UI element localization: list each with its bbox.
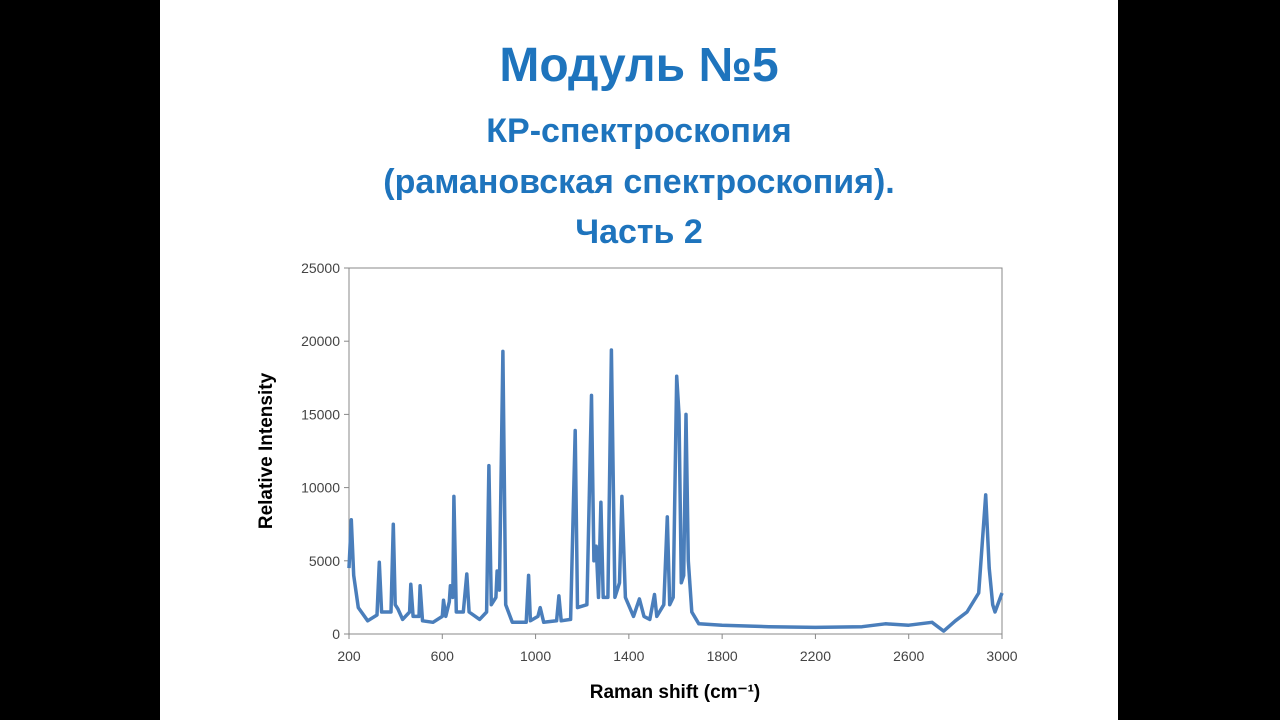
slide-subtitle: КР-спектроскопия bbox=[486, 112, 792, 150]
x-tick-label: 200 bbox=[337, 648, 361, 664]
plot-frame bbox=[348, 267, 1003, 635]
x-tick-label: 600 bbox=[431, 648, 455, 664]
slide-title: Модуль №5 bbox=[499, 39, 779, 92]
y-tick-label: 15000 bbox=[301, 406, 340, 422]
y-tick-label: 25000 bbox=[301, 260, 340, 276]
x-axis-label: Raman shift (cm⁻¹) bbox=[590, 682, 761, 703]
y-tick-label: 20000 bbox=[301, 333, 340, 349]
x-tick-label: 1800 bbox=[707, 648, 738, 664]
x-tick-label: 1400 bbox=[613, 648, 644, 664]
slide-subtitle: Часть 2 bbox=[575, 213, 703, 251]
y-tick-label: 5000 bbox=[309, 553, 340, 569]
y-tick-label: 0 bbox=[332, 626, 340, 642]
spectrum-line bbox=[347, 348, 1004, 633]
slide-subtitle: (рамановская спектроскопия). bbox=[383, 163, 895, 201]
y-tick-label: 10000 bbox=[301, 480, 340, 496]
x-tick-label: 3000 bbox=[986, 648, 1017, 664]
y-axis-label: Relative Intensity bbox=[256, 372, 277, 529]
x-tick-label: 2600 bbox=[893, 648, 924, 664]
x-tick-label: 2200 bbox=[800, 648, 831, 664]
x-tick-label: 1000 bbox=[520, 648, 551, 664]
